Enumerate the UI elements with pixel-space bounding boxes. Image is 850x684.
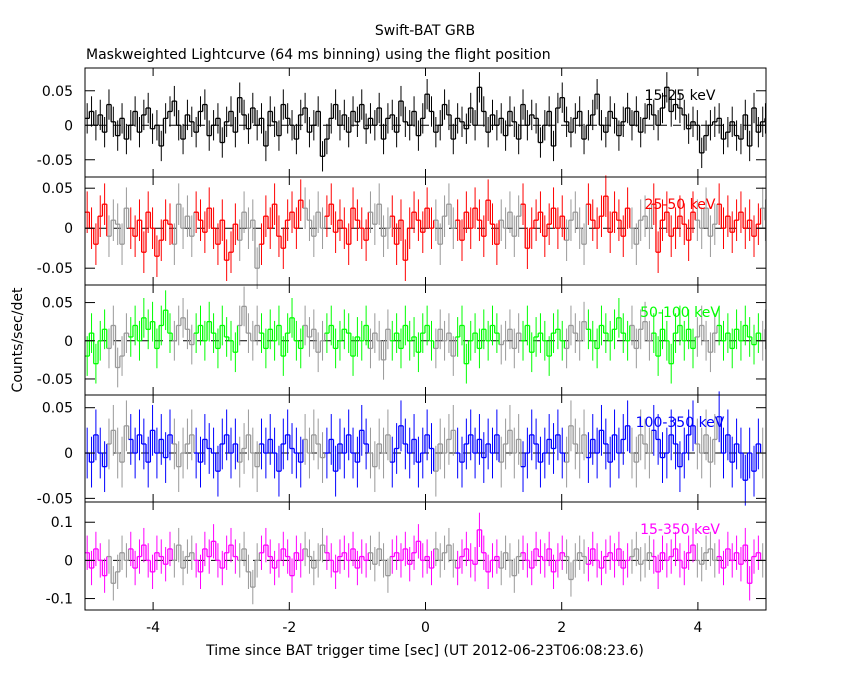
- x-tick-label: 2: [557, 620, 566, 636]
- panel-energy-label: 15-350 keV: [640, 522, 720, 538]
- y-tick-label: 0: [64, 553, 73, 569]
- y-axis-label: Counts/sec/det: [10, 287, 26, 392]
- y-tick-label: 0.1: [51, 515, 73, 531]
- y-tick-label: -0.05: [37, 261, 73, 277]
- y-tick-label: 0.05: [42, 401, 73, 417]
- x-tick-label: 4: [693, 620, 702, 636]
- y-tick-label: 0: [64, 221, 73, 237]
- y-tick-label: 0.05: [42, 181, 73, 197]
- y-tick-label: -0.05: [37, 153, 73, 169]
- panel-energy-label: 15-25 keV: [645, 88, 716, 104]
- x-axis-label: Time since BAT trigger time [sec] (UT 20…: [205, 643, 644, 659]
- y-tick-label: 0: [64, 118, 73, 134]
- y-tick-label: 0: [64, 334, 73, 350]
- y-tick-label: 0: [64, 446, 73, 462]
- x-tick-label: 0: [421, 620, 430, 636]
- chart-title: Swift-BAT GRB: [375, 23, 475, 39]
- panel-energy-label: 25-50 keV: [645, 197, 716, 213]
- x-tick-label: -4: [146, 620, 160, 636]
- chart-subtitle: Maskweighted Lightcurve (64 ms binning) …: [86, 47, 551, 63]
- panel-energy-label: 100-350 keV: [636, 415, 725, 431]
- y-tick-label: -0.05: [37, 491, 73, 507]
- y-tick-label: 0.05: [42, 84, 73, 100]
- y-tick-label: -0.1: [46, 592, 73, 608]
- y-tick-label: -0.05: [37, 372, 73, 388]
- x-tick-label: -2: [282, 620, 296, 636]
- y-tick-label: 0.05: [42, 296, 73, 312]
- panel-energy-label: 50-100 keV: [640, 305, 720, 321]
